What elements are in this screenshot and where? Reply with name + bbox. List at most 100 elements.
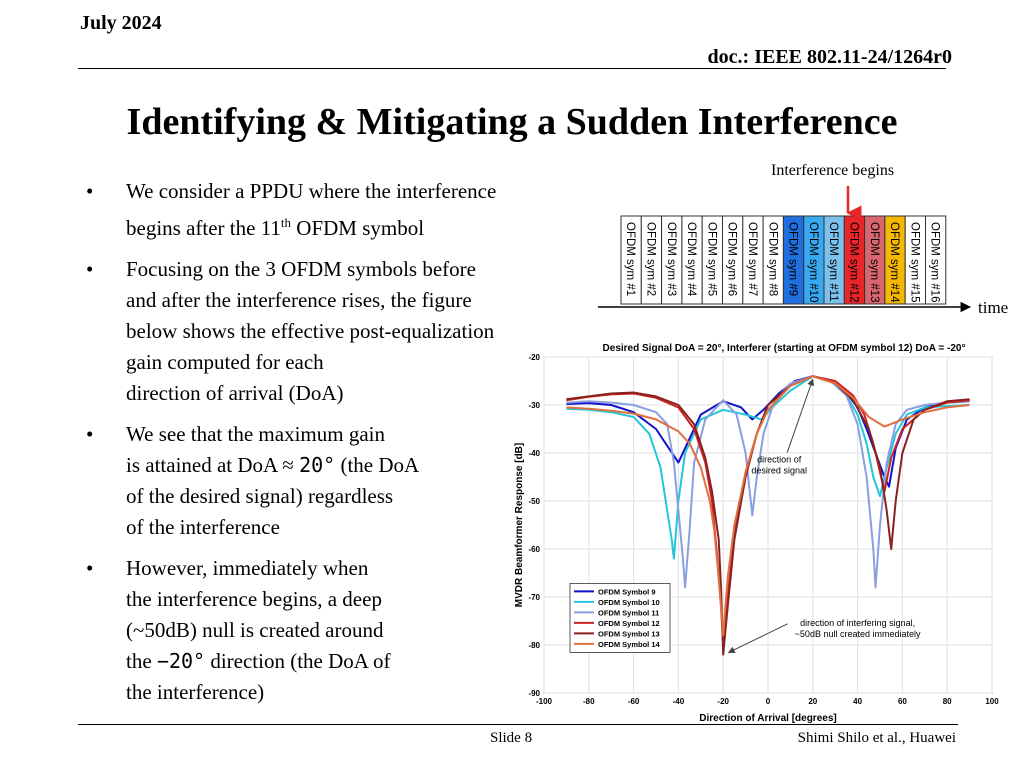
ofdm-symbol-label: OFDM sym #11 [827,222,839,302]
header-doc-id: doc.: IEEE 802.11-24/1264r0 [707,46,952,68]
bullet-2-line-4: gain computed for each [126,350,324,374]
doa-interferer-value: −20° [156,649,206,673]
bullet-3: • We see that the maximum gain is attain… [78,419,598,543]
header-date: July 2024 [80,12,162,34]
ofdm-symbol-label: OFDM sym #2 [644,222,656,296]
bullet-4-line-5: the interference) [126,680,265,704]
x-tick-label: 80 [943,697,952,706]
series-line-symbol-10 [566,375,970,560]
legend-entry: OFDM Symbol 9 [598,587,656,596]
legend-entry: OFDM Symbol 12 [598,619,660,628]
annotation-text: direction of [757,455,802,465]
bullet-4: • However, immediately when the interfer… [78,553,598,708]
bullet-4-line-1: However, immediately when [126,556,369,580]
bullet-3-line-2-post: (the DoA [335,453,420,477]
y-tick-label: -30 [528,401,540,410]
y-tick-label: -20 [528,353,540,362]
legend-entry: OFDM Symbol 10 [598,598,660,607]
x-tick-label: -60 [628,697,640,706]
chart-ticks: -100 -80 -60 -40 -20 0 20 40 60 80 100 -20 -30 -40 -50… [528,353,999,706]
bullet-4-line-4-pre: the [126,649,157,673]
ofdm-symbol-label: OFDM sym #16 [929,222,941,303]
chart-series [566,375,970,656]
ofdm-symbol-label: OFDM sym #1 [624,222,636,296]
x-tick-label: 40 [853,697,862,706]
bullet-3-line-2: is attained at DoA ≈ 20° (the DoA [126,450,598,481]
x-tick-label: -100 [536,697,553,706]
bullet-1: • We consider a PPDU where the interfere… [78,176,598,244]
ofdm-symbol-cell [925,215,947,305]
time-label: time [978,298,1009,317]
legend-box [569,582,671,653]
x-tick-label: 0 [766,697,771,706]
y-tick-label: -40 [528,449,540,458]
bullet-4-line-4: the −20° direction (the DoA of [126,646,598,677]
x-tick-label: 20 [808,697,817,706]
series-line-symbol-11 [566,375,970,589]
bullet-1-line-1: We consider a PPDU where the interferenc… [126,179,497,203]
ofdm-symbol-label: OFDM sym #8 [766,222,778,296]
bullet-2-line-2: and after the interference rises, the fi… [126,288,472,312]
chart-x-label: Direction of Arrival [degrees] [699,713,836,724]
chart-title: Desired Signal DoA = 20°, Interferer (st… [603,343,966,354]
bullet-2: • Focusing on the 3 OFDM symbols before … [78,254,598,409]
x-tick-label: 100 [985,697,999,706]
y-tick-label: -70 [528,593,540,602]
ofdm-symbol-label: OFDM sym #3 [665,222,677,296]
y-tick-label: -50 [528,497,540,506]
ofdm-symbol-label: OFDM sym #12 [847,222,859,303]
interference-begins-label: Interference begins [771,162,895,179]
bullet-4-line-3: (~50dB) null is created around [126,618,384,642]
bullet-3-line-4: of the interference [126,515,280,539]
bullet-4-line-4-post: direction (the DoA of [205,649,391,673]
chart-y-label: MVDR Beamformer Response [dB] [514,443,525,607]
y-tick-label: -90 [528,689,540,698]
ofdm-symbol-label: OFDM sym #9 [787,222,799,296]
bullet-dot: • [86,422,94,446]
x-tick-label: -80 [583,697,595,706]
bullet-4-line-2: the interference begins, a deep [126,587,382,611]
ofdm-symbol-timeline: OFDM sym #1 OFDM sym #2 OFDM sym #3 OFDM sy… [598,186,972,313]
x-tick-label: -20 [717,697,729,706]
legend-entry: OFDM Symbol 14 [598,640,661,649]
annotation-text: direction of interfering signal, [800,618,915,628]
bullet-2-line-3: below shows the effective post-equalizat… [126,319,495,343]
annotation-text: desired signal [751,466,807,476]
bullet-dot: • [86,179,94,203]
footer-rule [78,724,958,725]
annotation-arrow [786,378,815,453]
bullet-3-line-1: We see that the maximum gain [126,422,385,446]
annotation-arrow [727,623,788,654]
bullet-1-line-2-post: OFDM symbol [291,216,425,240]
symbol-cells: OFDM sym #1 OFDM sym #2 OFDM sym #3 OFDM sy… [620,215,947,305]
ofdm-symbol-label: OFDM sym #4 [685,222,697,297]
slide-title: Identifying & Mitigating a Sudden Interf… [126,101,898,143]
footer-slide-number: Slide 8 [490,730,533,746]
x-tick-label: -40 [673,697,685,706]
bullet-1-line-2-pre: begins after the 11 [126,216,281,240]
y-tick-label: -80 [528,641,540,650]
superscript-th: th [280,215,292,230]
y-tick-label: -60 [528,545,540,554]
header-rule [78,68,946,69]
bullet-1-line-2: begins after the 11th OFDM symbol [126,207,598,244]
bullet-3-line-2-pre: is attained at DoA ≈ [126,453,300,477]
annotation-text: ~50dB null created immediately [795,629,921,639]
ofdm-symbol-label: OFDM sym #7 [746,222,758,296]
series-line-symbol-14 [566,375,970,637]
bullet-2-line-1: Focusing on the 3 OFDM symbols before [126,257,476,281]
legend-entry: OFDM Symbol 11 [598,608,659,617]
doa-desired-value: 20° [299,453,336,477]
ofdm-symbol-label: OFDM sym #5 [705,222,717,296]
ofdm-symbol-label: OFDM sym #10 [807,222,819,303]
bullet-list: • We consider a PPDU where the interfere… [78,176,598,718]
bullet-dot: • [86,556,94,580]
bullet-3-line-3: of the desired signal) regardless [126,484,394,508]
legend-entry: OFDM Symbol 13 [598,629,660,638]
bullet-dot: • [86,257,94,281]
bullet-2-line-5: direction of arrival (DoA) [126,381,344,405]
ofdm-symbol-label: OFDM sym #14 [888,222,900,303]
ofdm-symbol-label: OFDM sym #15 [908,222,920,303]
